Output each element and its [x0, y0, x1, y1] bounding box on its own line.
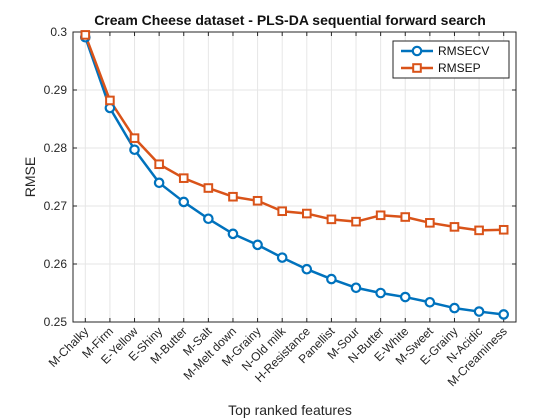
y-tick-label: 0.27 — [44, 199, 68, 213]
y-tick-label: 0.3 — [50, 25, 67, 39]
legend: RMSECV RMSEP — [392, 40, 510, 79]
data-point-rmsecv — [301, 263, 313, 275]
data-point-rmsecv — [399, 291, 411, 303]
data-point-rmsecv — [498, 309, 509, 320]
data-point-rmsep — [80, 30, 91, 40]
data-point-rmsecv — [252, 239, 263, 251]
data-point-rmsep — [449, 222, 460, 232]
data-point-rmsecv — [276, 252, 288, 263]
data-point-rmsep — [351, 216, 361, 227]
data-point-rmsecv — [326, 273, 337, 285]
data-point-rmsecv — [129, 144, 140, 156]
data-point-rmsecv — [227, 228, 239, 240]
legend-label-rmsecv: RMSECV — [438, 44, 489, 58]
data-point-rmsep — [498, 224, 509, 235]
data-point-rmsecv — [153, 177, 165, 189]
data-point-rmsecv — [449, 302, 460, 314]
data-point-rmsep — [277, 206, 287, 217]
y-tick-label: 0.26 — [44, 257, 68, 271]
plot-area — [73, 32, 516, 322]
x-axis-label: Top ranked features — [228, 402, 352, 418]
series-layer — [80, 30, 509, 320]
data-point-rmsecv — [178, 196, 190, 208]
legend-marker-rmsep — [412, 63, 422, 73]
data-point-rmsep — [375, 210, 386, 221]
data-point-rmsep — [154, 159, 164, 170]
data-point-rmsecv — [375, 287, 386, 299]
data-point-rmsep — [474, 225, 484, 236]
data-point-rmsep — [178, 173, 189, 183]
data-point-rmsep — [326, 214, 337, 225]
data-point-rmsep — [203, 183, 214, 193]
y-tick-label: 0.29 — [44, 83, 68, 97]
data-point-rmsep — [129, 133, 140, 143]
y-tick-label: 0.25 — [44, 315, 68, 329]
data-point-rmsep — [252, 195, 263, 206]
legend-marker-rmsecv — [411, 45, 423, 57]
data-point-rmsep — [105, 95, 115, 106]
y-tick-label: 0.28 — [44, 141, 68, 155]
data-point-rmsecv — [350, 282, 362, 294]
data-point-rmsecv — [473, 306, 485, 317]
plot-frame — [72, 31, 517, 323]
legend-label-rmsep: RMSEP — [438, 61, 481, 75]
chart-title: Cream Cheese dataset - PLS-DA sequential… — [94, 12, 486, 28]
axes-layer — [72, 31, 517, 323]
y-axis-label: RMSE — [22, 157, 38, 197]
data-point-rmsep — [400, 212, 411, 222]
data-point-rmsecv — [424, 296, 436, 308]
data-point-rmsep — [228, 191, 238, 202]
data-point-rmsep — [425, 218, 435, 228]
data-point-rmsep — [302, 208, 312, 219]
data-point-rmsecv — [203, 213, 214, 225]
grid-layer — [73, 31, 516, 323]
